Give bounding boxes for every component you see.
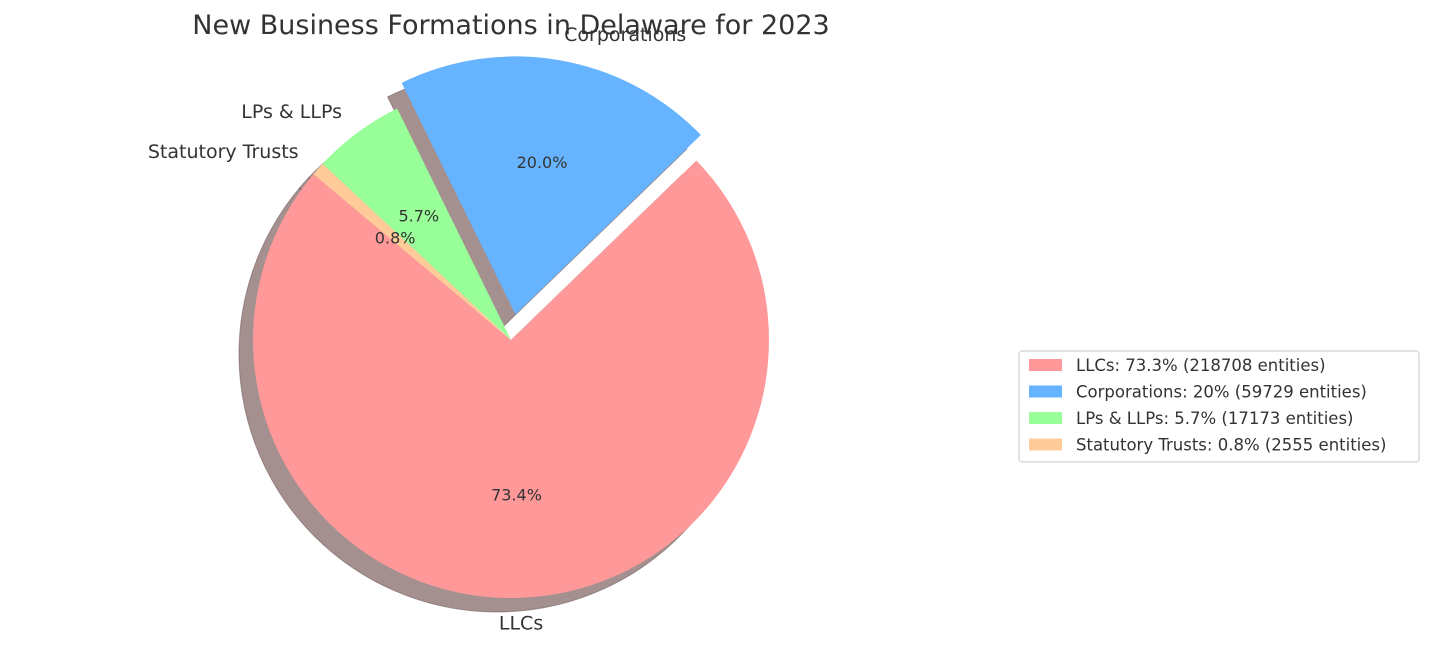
pie-slices: [252, 56, 769, 599]
legend: LLCs: 73.3% (218708 entities) Corporation…: [1018, 350, 1420, 463]
legend-label-llcs: LLCs: 73.3% (218708 entities): [1076, 356, 1326, 375]
slice-pct-lps-llps: 5.7%: [398, 207, 439, 226]
chart-title: New Business Formations in Delaware for …: [192, 10, 829, 41]
pie-labels: LLCs 73.4% Corporations 20.0% LPs & LLPs 5.7%…: [148, 24, 686, 635]
legend-swatch-statutory-trusts: [1029, 438, 1062, 451]
legend-frame: [1018, 350, 1420, 463]
slice-pct-corporations: 20.0%: [517, 153, 568, 172]
slice-corporations: [401, 56, 701, 315]
legend-label-statutory-trusts: Statutory Trusts: 0.8% (2555 entities): [1076, 436, 1386, 455]
legend-label-corporations: Corporations: 20% (59729 entities): [1076, 383, 1367, 402]
slice-lps-llps: [322, 108, 511, 340]
legend-swatch-llcs: [1029, 359, 1062, 371]
slice-statutory-trusts: [313, 163, 511, 340]
slice-label-statutory-trusts: Statutory Trusts: [148, 141, 299, 163]
legend-swatch-corporations: [1029, 385, 1062, 398]
slice-label-llcs: LLCs: [499, 613, 543, 635]
slice-label-lps-llps: LPs & LLPs: [241, 101, 342, 123]
slice-pct-statutory-trusts: 0.8%: [375, 228, 416, 247]
legend-label-lps-llps: LPs & LLPs: 5.7% (17173 entities): [1076, 409, 1354, 428]
slice-label-corporations: Corporations: [564, 24, 686, 46]
slice-pct-llcs: 73.4%: [491, 486, 542, 505]
legend-swatch-lps-llps: [1029, 412, 1062, 424]
slice-llcs: [252, 160, 769, 599]
